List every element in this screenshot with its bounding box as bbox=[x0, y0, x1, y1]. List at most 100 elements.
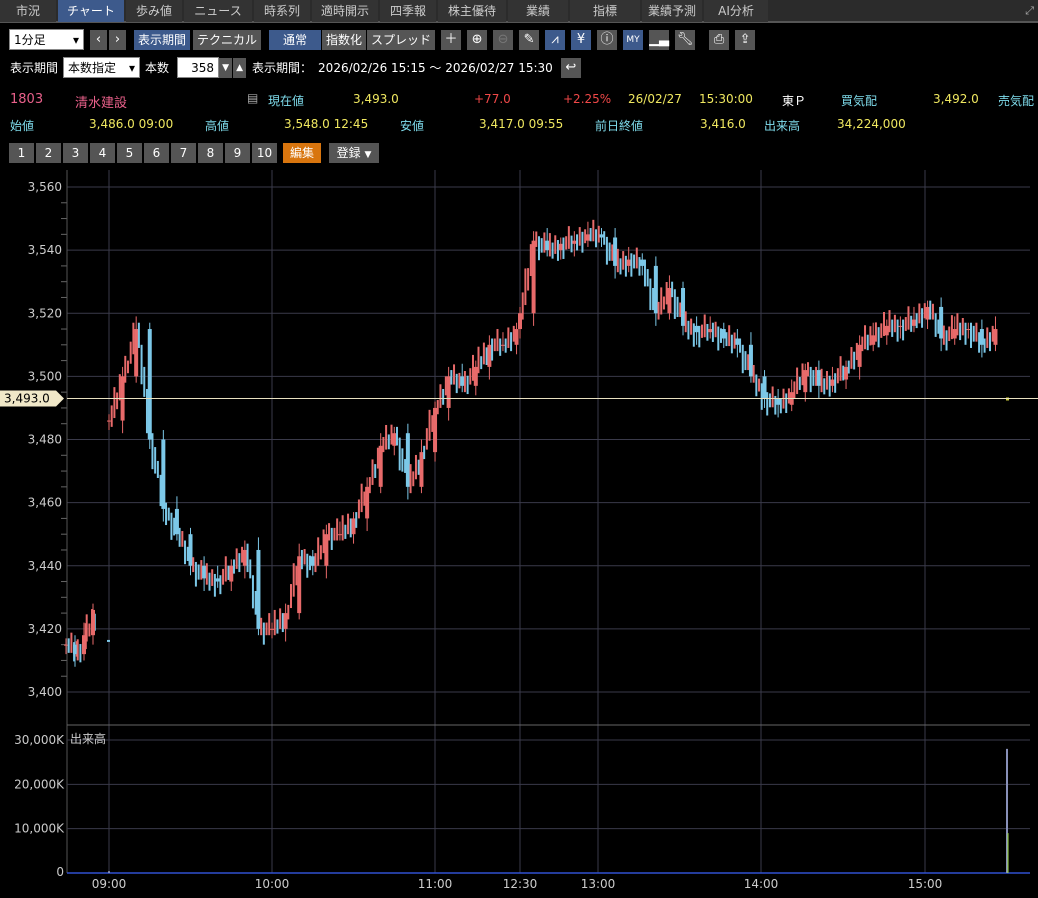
candle-body bbox=[599, 234, 604, 238]
candle-body bbox=[82, 635, 86, 655]
high-value: 3,548.0 12:45 bbox=[284, 117, 369, 131]
prev-close-label: 前日終値 bbox=[595, 119, 644, 133]
y-tick-label: 3,500 bbox=[28, 369, 62, 383]
info-icon[interactable]: ⓘ bbox=[597, 29, 618, 50]
candle-body bbox=[514, 329, 519, 345]
range-label: 表示期間： bbox=[252, 61, 313, 75]
mode-index-button[interactable]: 指数化 bbox=[322, 29, 367, 50]
period-mode-select[interactable]: 本数指定 ▾ bbox=[63, 57, 141, 78]
candle-body bbox=[324, 534, 329, 566]
tab-9[interactable]: 指標 bbox=[570, 0, 640, 22]
tab-3[interactable]: ニュース bbox=[184, 0, 252, 22]
edit-button[interactable]: 編集 bbox=[283, 143, 321, 163]
preset-button-10[interactable]: 10 bbox=[252, 143, 277, 163]
tab-2[interactable]: 歩み値 bbox=[126, 0, 182, 22]
yen-icon[interactable]: ¥ bbox=[571, 29, 592, 50]
interval-select[interactable]: 1分足 ▾ bbox=[9, 29, 84, 50]
candle-body bbox=[925, 306, 930, 320]
expand-icon[interactable]: ⤢ bbox=[1025, 4, 1034, 17]
period-label: 表示期間 bbox=[10, 61, 59, 75]
candle-body bbox=[310, 556, 315, 566]
tab-10[interactable]: 業績予測 bbox=[642, 0, 702, 22]
y-tick-label: 3,460 bbox=[28, 496, 62, 510]
mode-spread-button[interactable]: スプレッド bbox=[367, 29, 436, 50]
price-chart[interactable]: 3,560 3,540 3,520 3,500 3,480 3,460 3,440 3,420… bbox=[0, 165, 1038, 898]
document-icon[interactable]: ▤ bbox=[247, 91, 259, 105]
export-icon[interactable]: ⇪ bbox=[735, 29, 756, 50]
candle-body bbox=[558, 243, 563, 251]
my-chart-icon[interactable]: MY bbox=[623, 29, 644, 50]
preset-button-4[interactable]: 4 bbox=[90, 143, 115, 163]
candle-body bbox=[500, 344, 505, 346]
zoom-in-icon[interactable]: ⊕ bbox=[467, 29, 488, 50]
area-chart-icon[interactable]: ▁▃ bbox=[649, 29, 670, 50]
candle-body bbox=[446, 376, 451, 408]
candle-body bbox=[952, 329, 957, 339]
candle-body bbox=[147, 329, 152, 440]
tab-11[interactable]: AI分析 bbox=[704, 0, 768, 22]
low-label: 安値 bbox=[400, 119, 425, 133]
candle-body bbox=[64, 644, 68, 646]
volume-tick-label: 30,000K bbox=[14, 733, 65, 747]
candle-body bbox=[188, 534, 193, 566]
count-down-icon[interactable]: ▼ bbox=[219, 57, 233, 78]
tab-4[interactable]: 時系列 bbox=[254, 0, 310, 22]
candle-body bbox=[966, 329, 971, 331]
trend-cursor-icon[interactable]: ⩘ bbox=[545, 29, 566, 50]
tab-5[interactable]: 適時開示 bbox=[312, 0, 378, 22]
crosshair-icon[interactable]: ＋ bbox=[441, 29, 462, 50]
candle-body bbox=[803, 370, 808, 393]
count-input[interactable]: 358 bbox=[177, 57, 220, 78]
tab-6[interactable]: 四季報 bbox=[380, 0, 436, 22]
candle-body bbox=[613, 237, 618, 266]
tab-1[interactable]: チャート bbox=[58, 0, 124, 22]
tab-8[interactable]: 業績 bbox=[508, 0, 568, 22]
candle-body bbox=[460, 376, 465, 386]
chart-background bbox=[0, 165, 1038, 898]
volume-tick-label: 20,000K bbox=[14, 777, 65, 791]
candle-body bbox=[640, 259, 645, 266]
candle-body bbox=[911, 319, 916, 326]
candle-body bbox=[242, 549, 247, 566]
candle-body bbox=[487, 344, 492, 367]
bid-price: 3,492.0 bbox=[933, 92, 979, 106]
period-row: 表示期間 本数指定 ▾ 本数 358 ▼ ▲ 表示期間： 2026/02/26 1… bbox=[10, 57, 587, 78]
register-label: 登録 bbox=[336, 146, 361, 160]
candle-body bbox=[776, 398, 781, 405]
mode-normal-button[interactable]: 通常 bbox=[269, 29, 322, 50]
reset-icon[interactable]: ↩ bbox=[560, 57, 581, 78]
count-up-icon[interactable]: ▲ bbox=[233, 57, 247, 78]
preset-button-7[interactable]: 7 bbox=[171, 143, 196, 163]
tab-7[interactable]: 株主優待 bbox=[438, 0, 506, 22]
preset-button-9[interactable]: 9 bbox=[225, 143, 250, 163]
y-tick-label: 3,440 bbox=[28, 559, 62, 573]
candle-body bbox=[91, 609, 95, 636]
pencil-icon[interactable]: ✎ bbox=[519, 29, 540, 50]
candle-body bbox=[392, 433, 397, 446]
preset-button-2[interactable]: 2 bbox=[36, 143, 61, 163]
register-button[interactable]: 登録 ▼ bbox=[329, 143, 379, 163]
y-tick-label: 3,400 bbox=[28, 685, 62, 699]
y-tick-label: 3,540 bbox=[28, 243, 62, 257]
tab-0[interactable]: 市況 bbox=[0, 0, 56, 22]
candle-body bbox=[993, 329, 998, 345]
zoom-out-icon[interactable]: ⊖ bbox=[493, 29, 514, 50]
preset-button-5[interactable]: 5 bbox=[117, 143, 142, 163]
preset-button-8[interactable]: 8 bbox=[198, 143, 223, 163]
prev-icon[interactable]: ‹ bbox=[90, 29, 107, 50]
technical-button[interactable]: テクニカル bbox=[193, 29, 262, 50]
candle-body bbox=[545, 240, 550, 251]
next-icon[interactable]: › bbox=[109, 29, 126, 50]
preset-button-6[interactable]: 6 bbox=[144, 143, 169, 163]
candle-body bbox=[215, 578, 220, 582]
preset-button-1[interactable]: 1 bbox=[9, 143, 34, 163]
candle-body bbox=[830, 379, 835, 386]
period-button[interactable]: 表示期間 bbox=[134, 29, 191, 50]
print-icon[interactable]: ⎙ bbox=[709, 29, 730, 50]
candle-body bbox=[939, 306, 944, 339]
preset-button-3[interactable]: 3 bbox=[63, 143, 88, 163]
market: 東Ｐ bbox=[782, 94, 807, 108]
wrench-icon[interactable]: 🔧︎ bbox=[675, 29, 696, 50]
y-tick-label: 3,560 bbox=[28, 180, 62, 194]
current-label: 現在値 bbox=[268, 94, 305, 108]
